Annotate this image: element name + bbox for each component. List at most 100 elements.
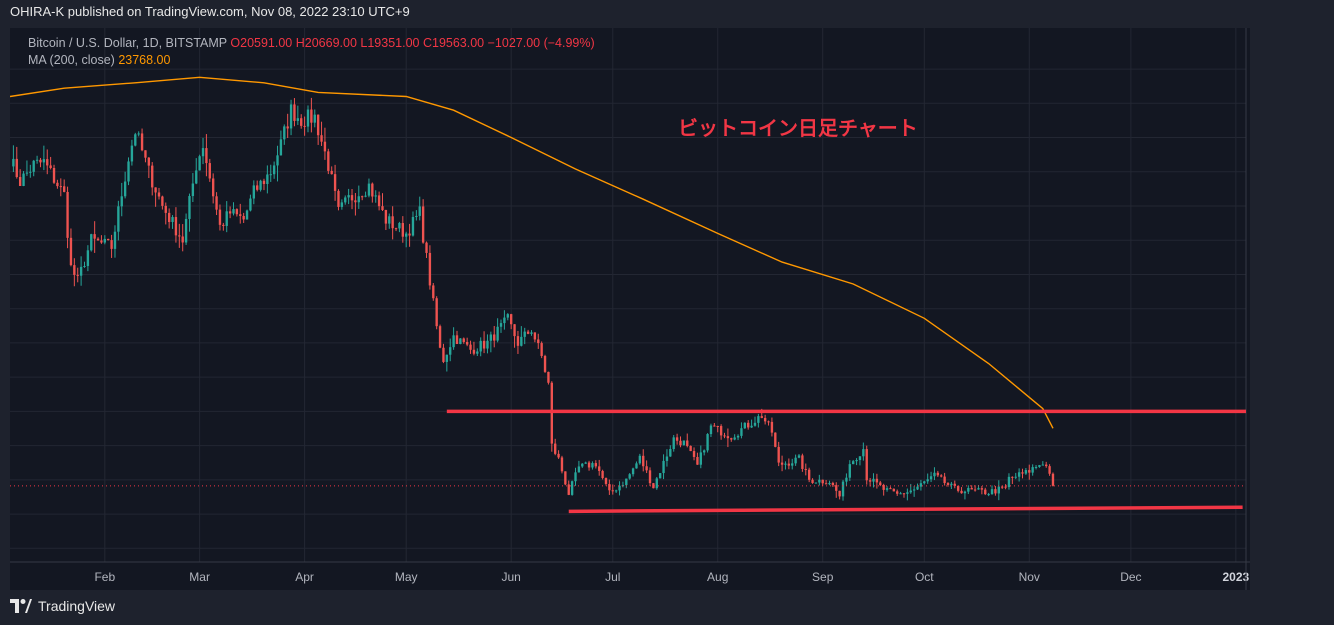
candle-body — [333, 174, 337, 191]
candle-body — [567, 484, 570, 495]
candle-body — [340, 202, 344, 207]
candle-body — [868, 480, 872, 482]
tradingview-logo[interactable]: TradingView — [10, 598, 115, 614]
candle-body — [780, 462, 784, 465]
candle-body — [862, 449, 865, 457]
candle-body — [391, 216, 394, 229]
candle-body — [377, 195, 381, 207]
candle-body — [449, 347, 452, 355]
x-tick-label: Feb — [94, 570, 115, 584]
candle-body — [134, 134, 137, 146]
candle-body — [557, 453, 560, 458]
candle-body — [1021, 472, 1024, 474]
candle-body — [770, 421, 774, 433]
candle-body — [953, 483, 956, 486]
candle-body — [550, 382, 553, 444]
candle-body — [367, 183, 371, 196]
candle-body — [723, 435, 726, 437]
candle-body — [316, 114, 320, 136]
candle-body — [777, 446, 780, 463]
candle-body — [733, 437, 736, 440]
candle-body — [418, 206, 421, 216]
candle-body — [289, 104, 293, 129]
candle-body — [1038, 465, 1041, 467]
candle-body — [686, 440, 689, 446]
candle-body — [107, 238, 110, 241]
candle-body — [151, 165, 154, 188]
candle-body — [384, 210, 388, 224]
candle-body — [933, 472, 936, 477]
candle-body — [784, 463, 787, 465]
candle-body — [645, 466, 648, 471]
candle-body — [753, 422, 757, 426]
candle-body — [665, 456, 669, 461]
candle-body — [465, 341, 469, 345]
candle-body — [584, 462, 587, 464]
candle-body — [994, 489, 997, 494]
candle-body — [713, 425, 716, 427]
candle-body — [750, 425, 753, 428]
candle-body — [388, 216, 391, 224]
candle-body — [824, 483, 828, 485]
candle-body — [29, 171, 32, 173]
candle-body — [140, 133, 144, 151]
candle-body — [360, 196, 364, 198]
candle-body — [127, 161, 130, 182]
candle-body — [62, 186, 66, 192]
candle-body — [960, 490, 963, 494]
candle-body — [801, 455, 804, 469]
candle-body — [706, 434, 709, 451]
candle-body — [614, 490, 618, 492]
candle-body — [973, 489, 977, 491]
x-tick-label: Aug — [707, 570, 728, 584]
candle-body — [1004, 486, 1007, 488]
candle-body — [354, 200, 357, 203]
candle-body — [232, 209, 235, 214]
candle-body — [398, 223, 401, 229]
candle-body — [239, 214, 242, 216]
candle-body — [716, 426, 719, 428]
candle-body — [174, 217, 178, 236]
candle-body — [791, 463, 794, 466]
candle-body — [540, 343, 543, 356]
candle-body — [598, 466, 601, 471]
candle-body — [208, 163, 211, 179]
candle-body — [252, 185, 255, 199]
candle-body — [103, 238, 107, 243]
chart-area[interactable]: 15000.0017500.0020000.0022500.0025000.00… — [10, 28, 1250, 590]
candle-body — [442, 347, 445, 362]
price-chart[interactable]: 15000.0017500.0020000.0022500.0025000.00… — [10, 28, 1250, 590]
candle-body — [73, 265, 76, 275]
candle-body — [489, 334, 493, 341]
candle-body — [1041, 464, 1045, 466]
candle-body — [18, 177, 22, 186]
candle-body — [577, 466, 581, 473]
candle-body — [848, 464, 851, 478]
candle-body — [537, 339, 540, 344]
candle-body — [747, 422, 750, 428]
support-line[interactable] — [568, 505, 1243, 514]
candle-body — [838, 490, 841, 497]
ma-legend: MA (200, close) 23768.00 — [28, 53, 170, 67]
candle-body — [76, 274, 79, 276]
candle-body — [736, 435, 740, 438]
candle-body — [12, 158, 15, 167]
candle-body — [574, 472, 577, 482]
candle-body — [279, 139, 283, 156]
candle-body — [52, 167, 56, 183]
candle-body — [899, 493, 902, 495]
candle-body — [1024, 470, 1028, 474]
candle-body — [22, 173, 25, 186]
candle-body — [940, 475, 943, 477]
candle-body — [327, 151, 330, 171]
candle-body — [804, 468, 807, 470]
candle-body — [872, 478, 875, 482]
candle-body — [476, 351, 479, 354]
candle-body — [513, 324, 516, 337]
candle-body — [882, 484, 885, 490]
candle-body — [93, 234, 96, 239]
candle-body — [946, 483, 950, 485]
candle-body — [896, 491, 899, 494]
candle-body — [113, 231, 117, 249]
candle-body — [889, 488, 892, 490]
